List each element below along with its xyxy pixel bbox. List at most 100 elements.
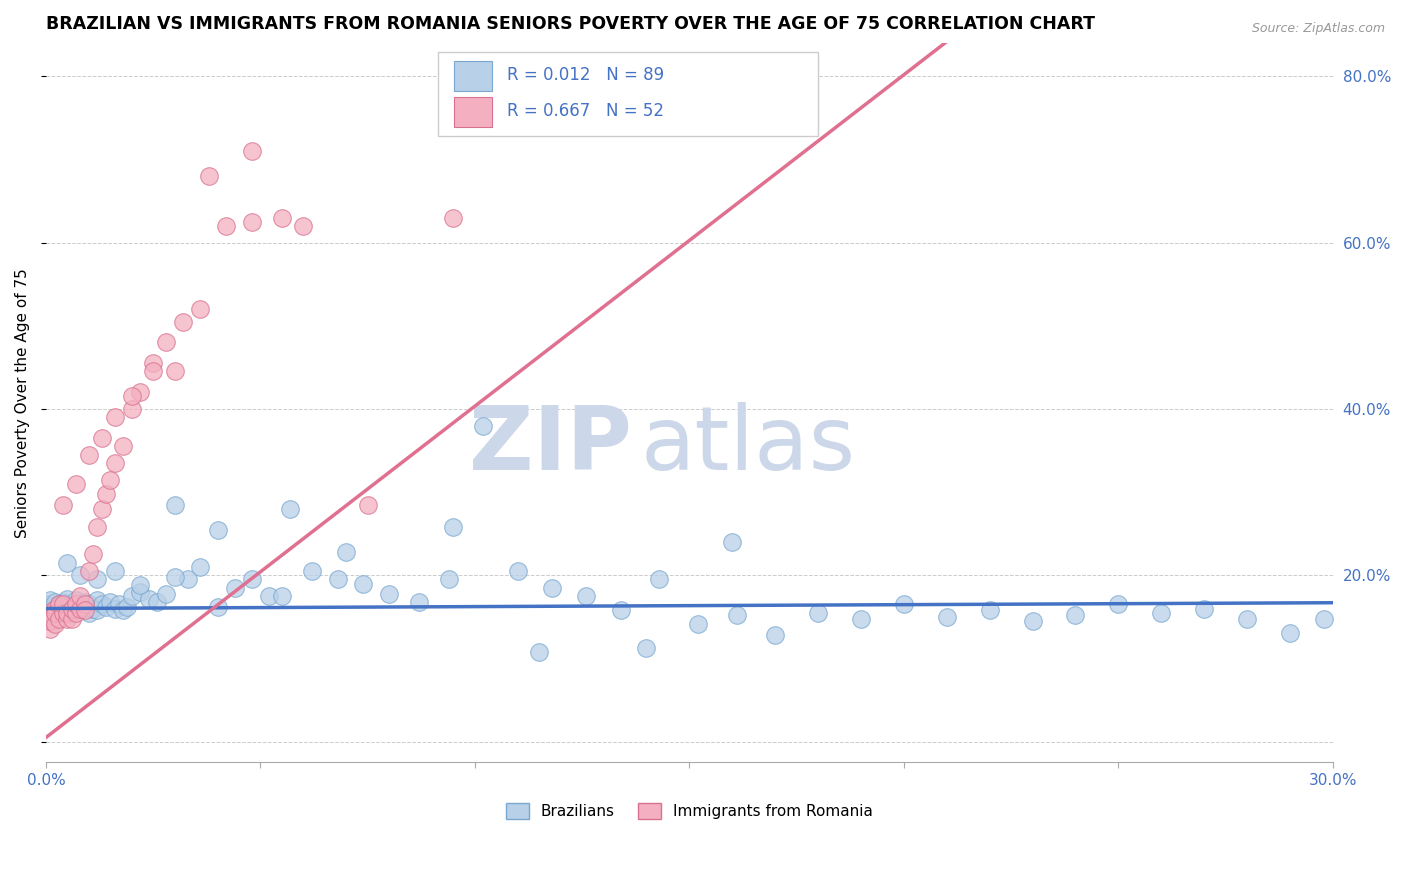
Point (44, 616, 66, 631)
Point (90, 598, 112, 612)
Point (172, 314, 194, 328)
Point (90, 501, 112, 516)
Point (163, 364, 186, 378)
Point (77, 448, 100, 462)
Point (280, 501, 302, 516)
FancyBboxPatch shape (439, 52, 818, 136)
Point (506, 564, 529, 578)
Point (52, 601, 75, 615)
Point (979, 603, 1001, 617)
Point (121, 401, 143, 416)
Point (224, 581, 246, 595)
Point (48, 598, 70, 612)
Point (44, 606, 66, 620)
Point (117, 599, 139, 614)
Point (60, 601, 83, 615)
Point (257, 589, 280, 603)
Point (39, 614, 62, 628)
Point (240, 215, 263, 229)
Point (104, 410, 127, 425)
Point (163, 498, 186, 512)
Point (44, 606, 66, 620)
Point (207, 599, 229, 614)
Point (56, 591, 79, 606)
Point (1064, 608, 1087, 623)
Point (86, 520, 108, 534)
Point (529, 645, 551, 659)
Point (1313, 611, 1336, 625)
Point (73, 598, 96, 612)
Point (69, 568, 91, 582)
Point (190, 560, 212, 574)
Point (60, 601, 83, 615)
Point (77, 564, 100, 578)
Point (121, 589, 143, 603)
Point (48, 611, 70, 625)
Point (129, 385, 152, 400)
Point (104, 564, 127, 578)
Point (472, 418, 495, 433)
Point (648, 573, 671, 587)
Point (56, 598, 79, 612)
Point (86, 573, 108, 587)
Point (807, 606, 830, 620)
Point (73, 599, 96, 614)
Point (155, 586, 177, 600)
Point (56, 556, 79, 570)
Point (142, 364, 165, 378)
Point (1150, 606, 1173, 620)
Text: BRAZILIAN VS IMMIGRANTS FROM ROMANIA SENIORS POVERTY OVER THE AGE OF 75 CORRELAT: BRAZILIAN VS IMMIGRANTS FROM ROMANIA SEN… (46, 15, 1095, 33)
Point (207, 523, 229, 537)
Point (1192, 601, 1215, 615)
Point (39, 608, 62, 623)
Point (86, 593, 108, 607)
Text: ZIP: ZIP (468, 402, 631, 490)
Point (1107, 598, 1129, 612)
Point (86, 603, 108, 617)
Point (56, 606, 79, 620)
Point (138, 591, 160, 606)
Point (849, 611, 872, 625)
Point (60, 611, 83, 625)
Point (609, 603, 631, 617)
Point (378, 586, 401, 600)
Text: R = 0.667   N = 52: R = 0.667 N = 52 (506, 103, 664, 120)
Point (52, 598, 75, 612)
Point (215, 219, 238, 233)
Point (1236, 611, 1258, 625)
Point (44, 601, 66, 615)
Point (408, 595, 430, 609)
Legend: Brazilians, Immigrants from Romania: Brazilians, Immigrants from Romania (498, 796, 880, 827)
Point (73, 595, 96, 609)
Point (725, 608, 748, 623)
Point (39, 599, 62, 614)
Point (44, 595, 66, 609)
Point (121, 389, 143, 403)
Point (90, 431, 112, 445)
Point (44, 601, 66, 615)
Point (292, 219, 315, 233)
Point (893, 598, 915, 612)
Point (65, 476, 87, 491)
Point (146, 595, 169, 609)
Point (1021, 614, 1043, 628)
Point (326, 573, 349, 587)
Point (443, 520, 465, 534)
Point (108, 598, 131, 612)
Point (240, 573, 263, 587)
Point (163, 570, 186, 584)
Point (94, 599, 117, 614)
Point (541, 581, 564, 595)
Point (56, 611, 79, 625)
Y-axis label: Seniors Poverty Over the Age of 75: Seniors Poverty Over the Age of 75 (15, 268, 30, 538)
Point (721, 535, 744, 549)
Text: Source: ZipAtlas.com: Source: ZipAtlas.com (1251, 22, 1385, 36)
Point (65, 598, 87, 612)
Point (270, 211, 292, 225)
Point (39, 593, 62, 607)
Point (270, 589, 292, 603)
Point (575, 589, 598, 603)
Point (142, 356, 165, 370)
Point (35, 611, 58, 625)
Point (443, 211, 465, 225)
